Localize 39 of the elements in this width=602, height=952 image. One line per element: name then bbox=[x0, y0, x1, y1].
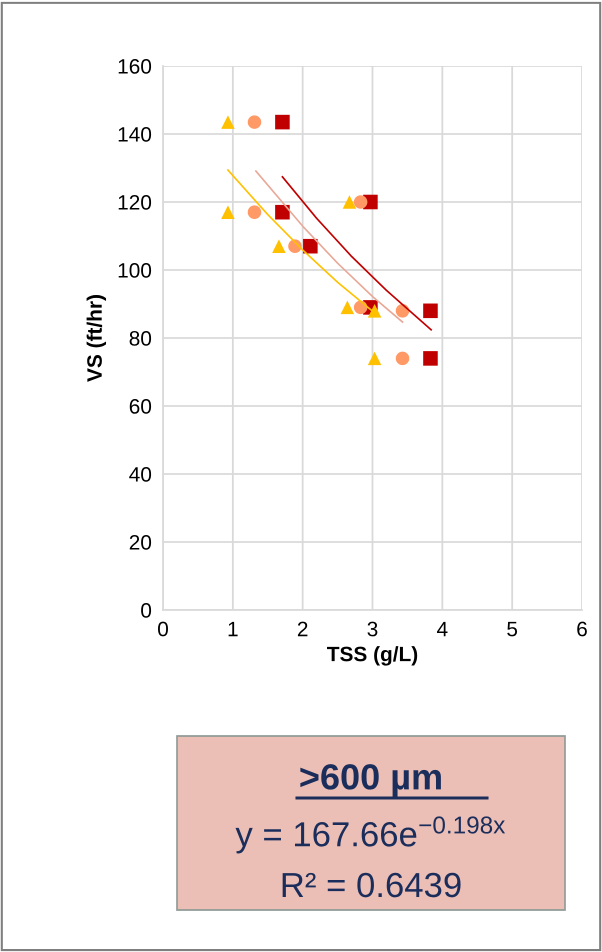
text: >600 µm bbox=[300, 764, 441, 797]
y-tick-label: 160 bbox=[118, 59, 152, 74]
point bbox=[354, 195, 368, 209]
point bbox=[272, 239, 286, 253]
y-axis-title: VS (ft/hr) bbox=[86, 295, 106, 382]
point bbox=[221, 205, 235, 219]
point bbox=[248, 115, 262, 129]
text: R² = 0.6439 bbox=[282, 872, 461, 898]
point bbox=[248, 205, 262, 219]
y-tick-label: 140 bbox=[118, 127, 152, 142]
x-axis-title: TSS (g/L) bbox=[327, 646, 418, 666]
x-tick-label: 1 bbox=[228, 622, 238, 636]
y-tick-label: 60 bbox=[130, 399, 152, 414]
line-series bbox=[255, 170, 404, 323]
point bbox=[423, 304, 438, 318]
y-tick-label: 0 bbox=[141, 603, 152, 618]
point bbox=[275, 114, 290, 130]
x-tick-label: 5 bbox=[507, 622, 518, 636]
point bbox=[340, 300, 354, 314]
y-tick-label: 120 bbox=[118, 195, 152, 210]
y-tick-label: 100 bbox=[118, 263, 152, 278]
point bbox=[275, 204, 290, 220]
x-tick-label: 0 bbox=[158, 622, 168, 636]
point bbox=[342, 195, 356, 209]
point bbox=[368, 304, 382, 318]
point bbox=[396, 352, 410, 366]
y-tick-label: 20 bbox=[130, 535, 152, 550]
point bbox=[303, 238, 318, 254]
line-series bbox=[282, 176, 432, 331]
y-tick-label: 80 bbox=[130, 331, 152, 346]
x-tick-label: 6 bbox=[577, 622, 587, 636]
x-tick-label: 3 bbox=[368, 622, 378, 636]
y-tick-label: 40 bbox=[129, 467, 152, 482]
point bbox=[221, 115, 235, 129]
x-tick-label: 4 bbox=[437, 622, 448, 636]
point bbox=[368, 352, 382, 366]
text: y = 167.66e$^{−0.198x}$ bbox=[235, 816, 506, 854]
x-tick-label: 2 bbox=[298, 622, 308, 636]
point bbox=[423, 351, 438, 366]
